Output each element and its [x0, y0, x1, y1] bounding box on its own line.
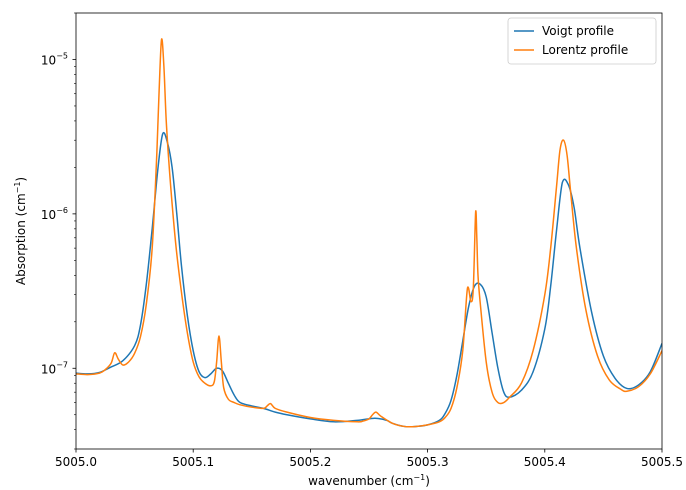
x-axis-label-superscript: −1 [413, 473, 425, 482]
x-tick-label: 5005.0 [55, 455, 97, 469]
y-axis-label-superscript: −1 [13, 182, 22, 194]
y-tick-label: 10−7 [41, 360, 68, 376]
x-tick-label: 5005.2 [289, 455, 331, 469]
legend-label-lorentz: Lorentz profile [542, 43, 628, 57]
x-tick-label: 5005.4 [524, 455, 566, 469]
plot-area [76, 38, 662, 428]
y-tick-label: 10−6 [41, 206, 68, 222]
y-axis: 10−7 10−6 10−5 [41, 12, 76, 450]
legend-box [507, 17, 657, 65]
x-axis: 5005.0 5005.1 5005.2 5005.3 5005.4 5005.5 [55, 449, 683, 469]
y-axis-label: Absorption (cm−1) [13, 177, 28, 285]
x-axis-label: wavenumber (cm−1) [308, 473, 430, 488]
y-tick-label: 10−5 [41, 51, 68, 67]
legend-label-voigt: Voigt profile [542, 24, 614, 38]
x-tick-label: 5005.3 [407, 455, 449, 469]
series-line-lorentz-profile [76, 38, 662, 428]
plot-frame [75, 12, 663, 450]
x-tick-label: 5005.1 [172, 455, 214, 469]
x-tick-label: 5005.5 [641, 455, 683, 469]
legend: Voigt profile Lorentz profile [507, 17, 657, 65]
